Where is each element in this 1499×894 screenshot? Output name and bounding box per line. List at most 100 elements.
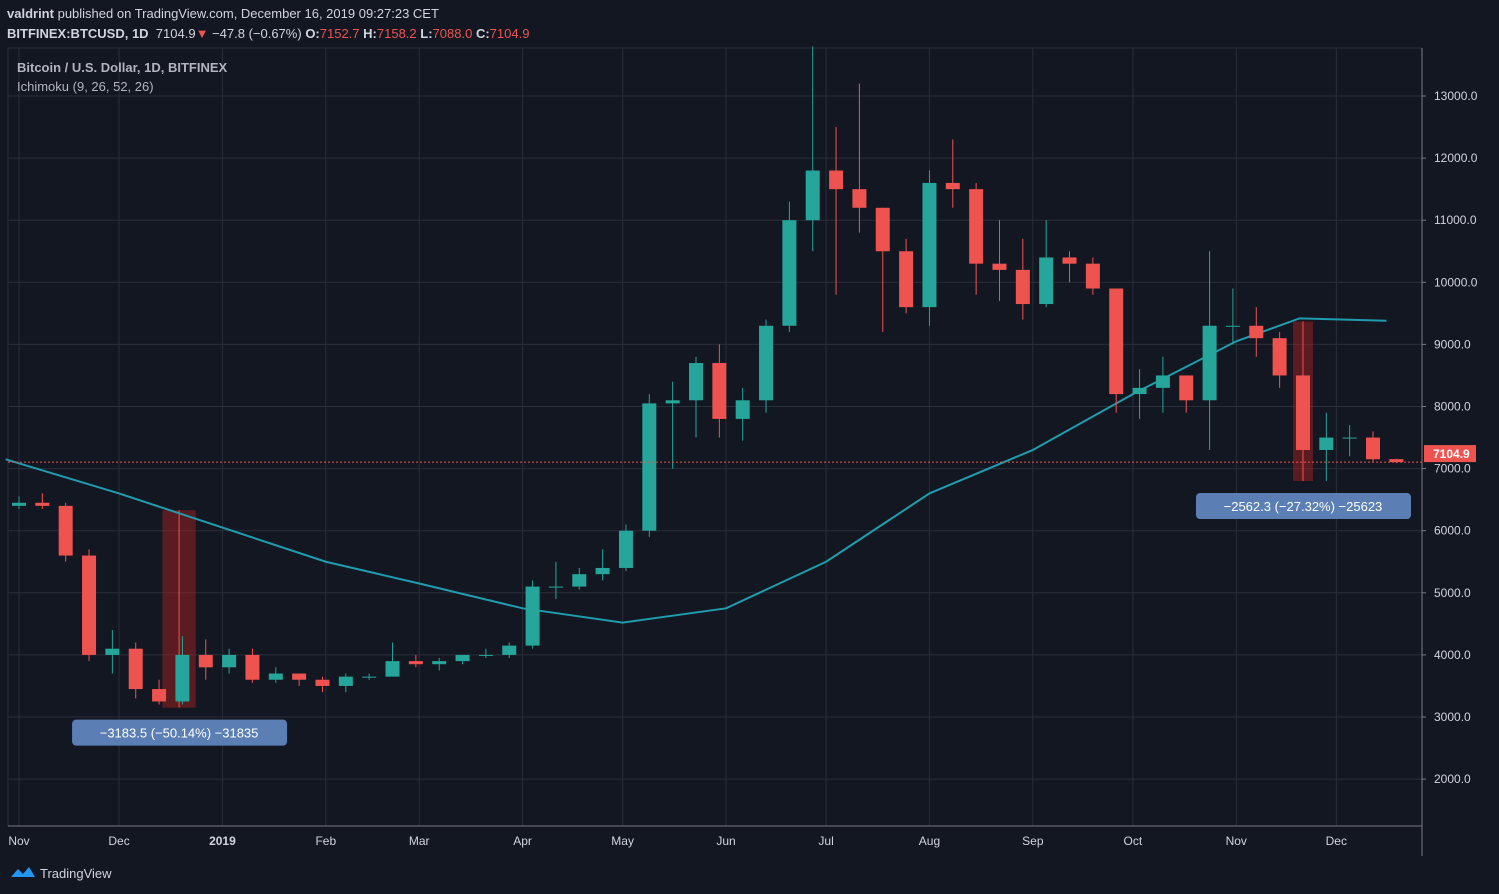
candle-body [1085, 263, 1100, 289]
y-tick-label: 2000.0 [1434, 772, 1471, 786]
y-tick-label: 10000.0 [1434, 275, 1478, 289]
symbol: BITFINEX:BTCUSD, 1D [7, 26, 149, 41]
low-label: L: [420, 26, 433, 41]
candle-body [502, 645, 517, 655]
candle-body [198, 654, 213, 668]
x-tick-label: Jul [818, 834, 833, 848]
candle-body [735, 400, 750, 419]
last-price: 7104.9 [155, 26, 196, 41]
author[interactable]: valdrint [7, 6, 54, 21]
candle-body [875, 207, 890, 252]
candle-body [1272, 338, 1287, 376]
candle-body [548, 586, 563, 588]
x-tick-label: May [611, 834, 634, 848]
candle-body [969, 189, 984, 264]
brand-label: TradingView [40, 865, 112, 881]
y-tick-label: 6000.0 [1434, 524, 1471, 538]
measure-label-box [72, 719, 288, 746]
candle-body [292, 673, 307, 680]
ohlc-bar: BITFINEX:BTCUSD, 1D 7104.9▼ −47.8 (−0.67… [7, 26, 529, 41]
candle-body [478, 654, 493, 656]
y-tick-label: 4000.0 [1434, 648, 1471, 662]
tradingview-logo-icon [11, 867, 35, 877]
chart-title: Bitcoin / U.S. Dollar, 1D, BITFINEX [17, 60, 228, 75]
close-value: 7104.9 [489, 26, 530, 41]
candle-body [1109, 288, 1124, 395]
x-tick-label: 2019 [209, 834, 236, 848]
candle-body [689, 363, 703, 401]
candle-body [829, 170, 844, 190]
candle-body [385, 661, 400, 677]
published-text: published on TradingView.com, December 1… [57, 6, 439, 21]
candle-body [782, 220, 797, 326]
candle-body [759, 325, 774, 401]
candle-body [152, 689, 167, 702]
candle-body [362, 676, 377, 678]
high-value: 7158.2 [376, 26, 417, 41]
y-tick-label: 11000.0 [1434, 213, 1477, 227]
candle-body [338, 676, 353, 686]
candle-body [805, 170, 820, 221]
candle-body [245, 654, 260, 680]
close-label: C: [475, 26, 490, 41]
y-tick-label: 8000.0 [1434, 400, 1471, 414]
candle-body [642, 403, 657, 531]
down-arrow-icon: ▼ [195, 26, 209, 41]
low-value: 7088.0 [432, 26, 473, 41]
y-tick-label: 12000.0 [1434, 151, 1478, 165]
x-tick-label: Oct [1124, 834, 1143, 848]
candle-body [1062, 257, 1077, 264]
candle-body [1319, 437, 1334, 450]
x-tick-label: Mar [409, 834, 430, 848]
candle-body [852, 189, 867, 208]
candle-body [945, 182, 960, 190]
x-tick-label: Apr [513, 834, 532, 848]
measure-label: −3183.5 (−50.14%) −31835 [100, 726, 259, 741]
candle-body [128, 648, 143, 690]
candle-body [1342, 437, 1357, 439]
candle-body [222, 654, 237, 668]
candle-body [922, 182, 937, 308]
x-tick-label: Sep [1022, 834, 1044, 848]
moving-average-line [5, 317, 1387, 624]
x-tick-label: Dec [108, 834, 129, 848]
x-tick-label: Nov [8, 834, 29, 848]
candle-body [1295, 375, 1310, 450]
x-tick-label: Nov [1226, 834, 1247, 848]
candle-body [1249, 325, 1264, 339]
candle-body [618, 530, 633, 568]
x-tick-label: Jun [716, 834, 735, 848]
candle-body [992, 263, 1007, 270]
y-tick-label: 9000.0 [1434, 337, 1471, 351]
candle-body [1389, 459, 1404, 463]
candle-body [432, 661, 447, 665]
candle-body [268, 673, 283, 680]
last-price-badge [1424, 445, 1476, 463]
open-value: 7152.7 [319, 26, 360, 41]
candle-body [11, 502, 26, 506]
x-tick-label: Feb [315, 834, 336, 848]
x-tick-label: Aug [919, 834, 940, 848]
candle-body [35, 502, 50, 506]
publish-info: valdrint published on TradingView.com, D… [7, 6, 439, 21]
candle-body [665, 400, 680, 404]
candle-body [1132, 387, 1147, 395]
change: −47.8 (−0.67%) [212, 26, 302, 41]
candle-body [408, 661, 423, 665]
candle-body [1202, 325, 1217, 401]
candle-body [899, 251, 914, 308]
indicator-legend[interactable]: Ichimoku (9, 26, 52, 26) [17, 79, 154, 94]
candle-body [595, 567, 610, 575]
open-label: O: [305, 26, 320, 41]
candle-body [105, 648, 120, 655]
candle-body [58, 505, 73, 556]
y-tick-label: 7000.0 [1434, 462, 1471, 476]
candle-body [572, 574, 587, 587]
measure-label-box [1195, 493, 1411, 520]
high-label: H: [363, 26, 377, 41]
y-tick-label: 5000.0 [1434, 586, 1471, 600]
x-tick-label: Dec [1326, 834, 1347, 848]
candle-body [1179, 375, 1194, 401]
candle-body [175, 654, 190, 702]
